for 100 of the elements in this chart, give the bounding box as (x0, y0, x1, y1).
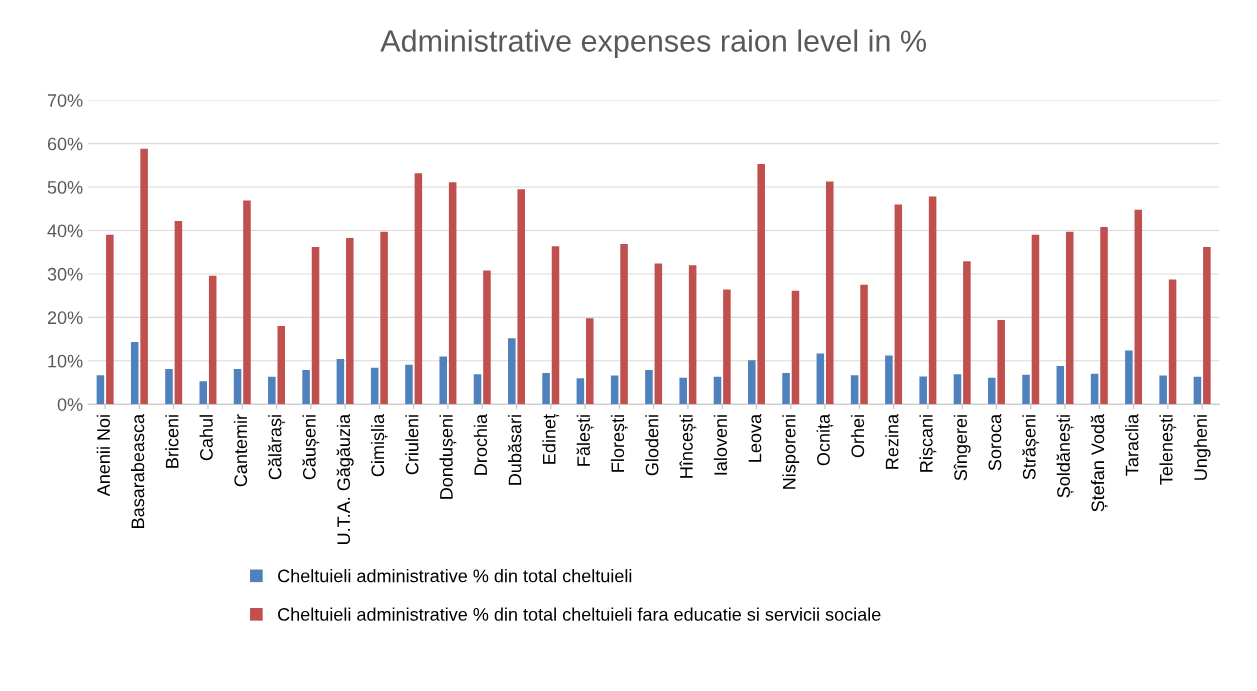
x-tick-label: Glodeni (645, 415, 659, 476)
bar (130, 342, 139, 405)
x-tick-label: Rișcani (919, 415, 937, 472)
bar (1125, 350, 1133, 405)
x-tick-label: Soroca (988, 413, 1002, 471)
y-tick-label: 30% (47, 267, 83, 281)
bar (713, 376, 722, 405)
y-tick-label: 0% (57, 398, 83, 411)
bar (473, 374, 482, 405)
bar (448, 182, 457, 405)
x-tick-label: Fălești (576, 415, 594, 466)
bar (370, 367, 379, 405)
x-tick-label: Cimișlia (370, 413, 388, 477)
bar (987, 377, 996, 405)
bar (96, 375, 105, 405)
bar (1022, 374, 1030, 405)
x-tick-label: Nisporeni (782, 415, 800, 489)
x-tick-label: Călărași (267, 415, 286, 480)
bar (885, 355, 893, 405)
bar (620, 243, 628, 405)
bar (850, 375, 859, 405)
bar (508, 338, 516, 405)
y-tick-label: 20% (47, 311, 83, 325)
bar (346, 237, 354, 405)
x-tick-label: Ștefan Vodă (1090, 413, 1108, 512)
bar (302, 369, 310, 405)
bar (816, 353, 825, 405)
x-tick-label: Strășeni (1022, 415, 1040, 480)
bar (380, 231, 388, 405)
x-tick-label: Căușeni (302, 415, 320, 480)
bar (610, 375, 619, 405)
bar (782, 372, 790, 405)
x-tick-label: Drochia (473, 413, 488, 475)
bar (860, 284, 868, 405)
bar (199, 381, 208, 405)
x-tick-label: Ialoveni (713, 415, 728, 475)
y-tick-label: 70% (47, 94, 83, 107)
bar (542, 372, 550, 405)
bar (243, 200, 251, 405)
bar (277, 326, 286, 405)
x-tick-label: Rezina (885, 413, 899, 469)
bar (106, 234, 114, 405)
x-tick-label: Dubăsari (507, 415, 522, 485)
bar (997, 319, 1005, 405)
bar (174, 220, 183, 405)
bar (233, 369, 242, 405)
x-tick-label: Telenești (1159, 415, 1177, 485)
x-tick-label: Cahul (199, 415, 213, 461)
bar (165, 369, 173, 405)
bar (414, 173, 423, 405)
y-tick-label: 50% (47, 181, 83, 194)
bar (1159, 375, 1167, 405)
bar (483, 270, 491, 405)
bar (928, 196, 937, 405)
bar (679, 377, 687, 405)
bar (439, 356, 448, 405)
bar (1056, 366, 1065, 405)
x-tick-label: Sîngerei (953, 415, 971, 481)
bar (1168, 279, 1177, 405)
x-tick-label: Cantemir (233, 414, 248, 487)
bar (140, 148, 148, 405)
x-tick-label: Criuleni (405, 415, 419, 475)
bar (586, 318, 594, 405)
legend-label: Cheltuieli administrative % din total cheltuieli fara educatie si servicii sociale (278, 607, 881, 621)
bar (311, 247, 320, 405)
bar (645, 369, 653, 405)
x-tick-label: Șoldănești (1056, 415, 1074, 498)
bar (576, 378, 585, 405)
x-tick-label: Ungheni (1193, 415, 1211, 480)
bar (517, 189, 525, 405)
bar (1065, 231, 1074, 405)
y-tick-label: 10% (48, 354, 83, 368)
bar (336, 359, 345, 405)
legend-label: Cheltuieli administrative % din total cheltuieli (278, 569, 632, 583)
bar (551, 246, 560, 405)
chart-title: Administrative expenses raion level in % (380, 29, 926, 58)
bar (723, 289, 731, 405)
bar (953, 374, 962, 405)
y-tick-label: 60% (47, 137, 83, 151)
bar (1090, 373, 1099, 405)
x-tick-label: Briceni (165, 415, 179, 468)
bar (405, 364, 413, 405)
x-tick-label: Edineț (542, 414, 560, 464)
bar (1031, 234, 1040, 405)
bar (1193, 376, 1202, 405)
x-tick-label: Dondușeni (439, 415, 457, 499)
bar (654, 263, 663, 405)
bar (963, 261, 971, 405)
x-tick-label: Hîncești (679, 415, 697, 478)
bar (688, 265, 697, 405)
x-tick-label: Florești (610, 415, 628, 472)
bar (894, 204, 903, 405)
x-tick-label: Taraclia (1125, 413, 1139, 476)
bar (748, 360, 756, 405)
bar (1100, 227, 1108, 405)
x-tick-label: Orhei (850, 415, 865, 458)
bar (825, 181, 834, 405)
y-tick-label: 40% (47, 224, 83, 238)
bar (1134, 209, 1143, 405)
bar (791, 290, 800, 405)
